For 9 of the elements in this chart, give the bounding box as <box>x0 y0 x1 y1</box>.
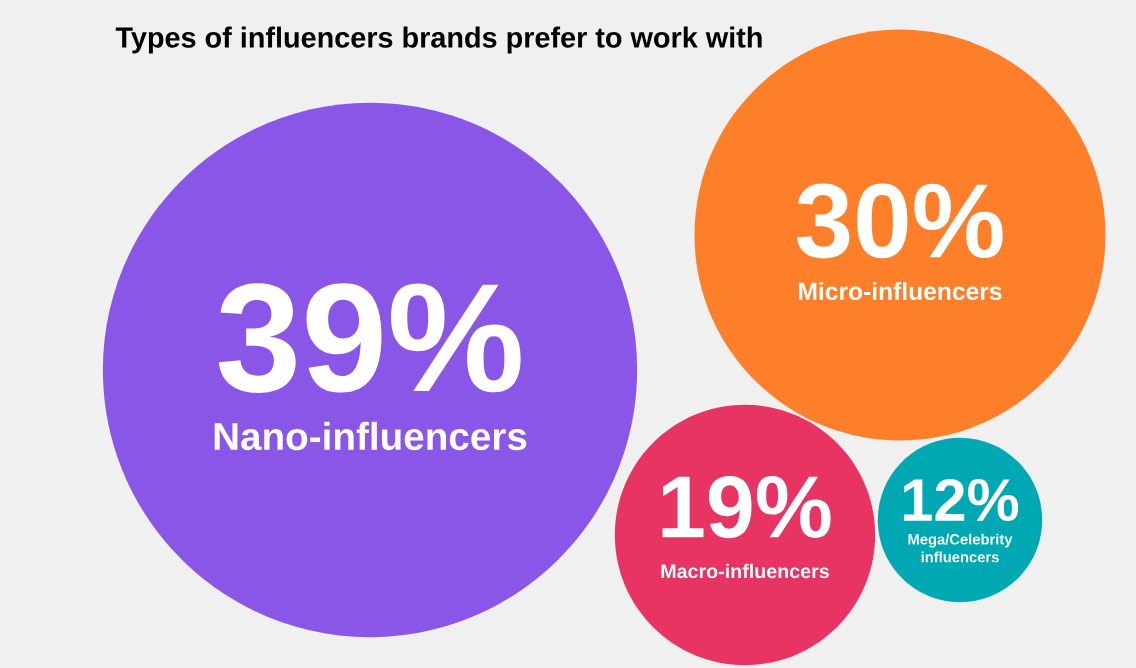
data-label: 12% <box>903 478 1019 522</box>
data-label: 19% <box>662 475 831 539</box>
data-label: 39% <box>218 283 521 393</box>
category-label: Macro-influencers <box>661 563 829 579</box>
category-label: Micro-influencers <box>799 281 1002 301</box>
data-label: 30% <box>796 183 1003 259</box>
category-label: Mega/Celebrity influencers <box>908 533 1013 563</box>
category-label: Nano-influencers <box>214 421 527 451</box>
text: Types of influencers brands prefer to work with <box>115 26 762 54</box>
